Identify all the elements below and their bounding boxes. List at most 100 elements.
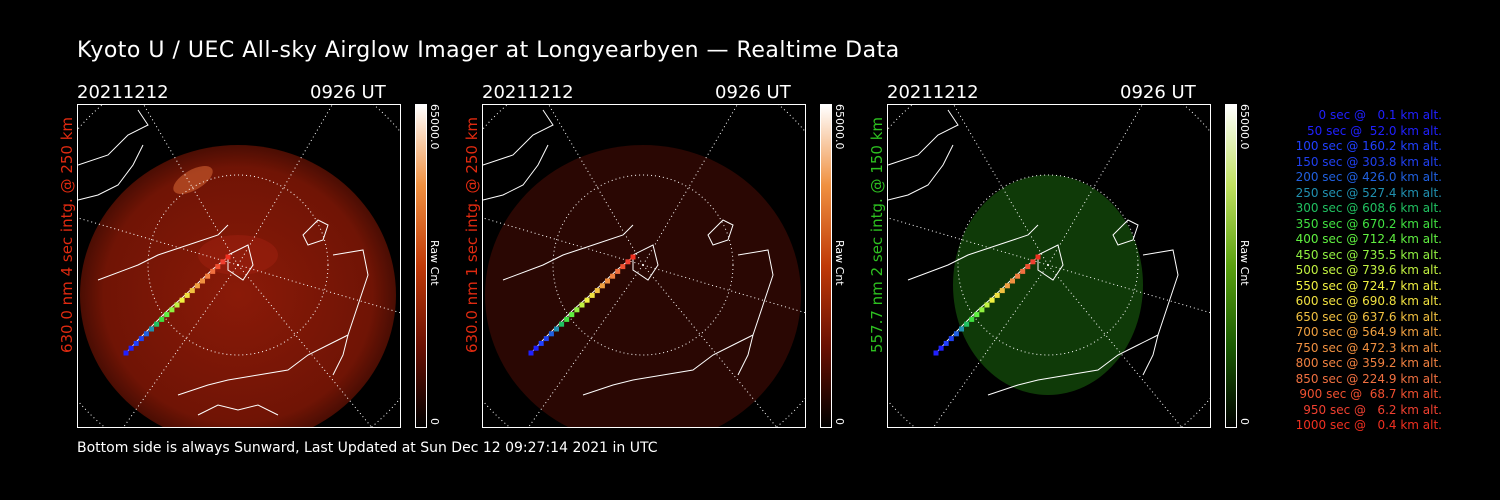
trajectory-point	[630, 254, 636, 260]
legend-entry: 550 sec @ 724.7 km alt.	[1295, 278, 1442, 293]
colorbar-min: 0	[1238, 418, 1251, 425]
panel-side-label: 557.7 nm 2 sec intg. @ 150 km	[868, 116, 886, 354]
trajectory-point	[984, 302, 990, 308]
trajectory-point	[159, 316, 165, 322]
trajectory-point	[979, 307, 985, 313]
colorbar-min: 0	[833, 418, 846, 425]
trajectory-point	[1030, 259, 1036, 265]
trajectory-point	[969, 316, 975, 322]
trajectory-point	[154, 321, 160, 327]
grid-lines	[483, 105, 805, 427]
legend-entry: 450 sec @ 735.5 km alt.	[1295, 247, 1442, 262]
allsky-map-svg	[888, 105, 1210, 427]
trajectory-point	[959, 326, 964, 332]
trajectory-point	[528, 350, 534, 356]
coastlines	[888, 109, 1179, 396]
trajectory-point	[548, 331, 554, 337]
trajectory-point	[200, 278, 205, 284]
trajectory-point	[143, 331, 149, 337]
trajectory-point	[974, 312, 980, 318]
colorbar	[820, 104, 832, 428]
trajectory-point	[220, 259, 226, 265]
legend-entry: 100 sec @ 160.2 km alt.	[1295, 139, 1442, 153]
trajectory-point	[533, 345, 539, 351]
trajectory-point	[564, 316, 570, 322]
legend-entry: 700 sec @ 564.9 km alt.	[1295, 325, 1442, 339]
legend-entry: 1000 sec @ 0.4 km alt.	[1295, 418, 1442, 432]
colorbar-max: 65000.0	[428, 104, 441, 150]
legend-entry: 650 sec @ 637.6 km alt.	[1295, 309, 1442, 324]
legend-entry: 300 sec @ 608.6 km alt.	[1295, 201, 1442, 215]
panel-side-label: 630.0 nm 4 sec intg. @ 250 km	[58, 116, 76, 354]
coastlines	[78, 109, 369, 416]
colorbar-max: 65000.0	[1238, 104, 1251, 150]
trajectory-point	[589, 292, 595, 298]
trajectory-point	[1035, 254, 1041, 260]
allsky-image	[482, 104, 806, 428]
trajectory-point	[133, 340, 139, 346]
trajectory-point	[964, 321, 970, 327]
trajectory-point	[210, 268, 216, 274]
legend-entry: 600 sec @ 690.8 km alt.	[1295, 294, 1442, 308]
trajectory-point	[574, 307, 580, 313]
trajectory-point	[610, 273, 616, 279]
panel-time: 0926 UT	[715, 82, 791, 103]
trajectory-point	[994, 292, 1000, 298]
trajectory-point	[569, 312, 575, 318]
legend-entry: 750 sec @ 472.3 km alt.	[1295, 340, 1442, 355]
panel-date: 20211212	[77, 82, 169, 103]
legend-entry: 150 sec @ 303.8 km alt.	[1295, 154, 1442, 169]
allsky-image	[887, 104, 1211, 428]
trajectory-point	[599, 283, 605, 289]
airglow-disk	[80, 145, 396, 427]
colorbar-unit: Raw Cnt	[428, 240, 441, 286]
trajectory-point	[138, 336, 144, 342]
trajectory-point	[194, 283, 200, 289]
colorbar-unit: Raw Cnt	[833, 240, 846, 286]
trajectory-point	[620, 264, 626, 270]
trajectory-point	[584, 297, 590, 303]
trajectory-point	[999, 288, 1005, 294]
legend-entry: 50 sec @ 52.0 km alt.	[1307, 123, 1442, 138]
trajectory-point	[989, 297, 995, 303]
trajectory-point	[605, 278, 610, 284]
panel-time: 0926 UT	[310, 82, 386, 103]
legend-entry: 400 sec @ 712.4 km alt.	[1295, 232, 1442, 246]
trajectory-point	[1004, 283, 1010, 289]
legend-entry: 0 sec @ 0.1 km alt.	[1318, 108, 1443, 122]
allsky-image	[77, 104, 401, 428]
colorbar-max: 65000.0	[833, 104, 846, 150]
trajectory-point	[1025, 264, 1031, 270]
coastlines	[483, 109, 774, 396]
trajectory-point	[215, 264, 221, 270]
trajectory-point	[594, 288, 600, 294]
airglow-disk	[953, 175, 1143, 395]
grid-lines	[888, 105, 1210, 427]
trajectory-point	[943, 340, 949, 346]
trajectory-point	[559, 321, 565, 327]
trajectory-point	[189, 288, 195, 294]
trajectory-point	[948, 336, 954, 342]
trajectory-point	[174, 302, 180, 308]
trajectory-point	[184, 292, 190, 298]
trajectory-point	[123, 350, 129, 356]
trajectory-point	[128, 345, 134, 351]
panel-date: 20211212	[482, 82, 574, 103]
colorbar	[1225, 104, 1237, 428]
colorbar-unit: Raw Cnt	[1238, 240, 1251, 286]
legend-entry: 800 sec @ 359.2 km alt.	[1295, 356, 1442, 370]
trajectory-point	[1010, 278, 1015, 284]
trajectory-point	[615, 268, 621, 274]
trajectory-point	[938, 345, 944, 351]
panel-side-label: 630.0 nm 1 sec intg. @ 250 km	[463, 116, 481, 354]
trajectory-point	[538, 340, 544, 346]
footer-note: Bottom side is always Sunward, Last Upda…	[77, 440, 658, 456]
airglow-disk	[485, 145, 801, 427]
legend-entry: 950 sec @ 6.2 km alt.	[1303, 402, 1442, 417]
trajectory-point	[579, 302, 585, 308]
trajectory-legend: 0 sec @ 0.1 km alt. 50 sec @ 52.0 km alt.…	[1262, 108, 1442, 434]
page-title: Kyoto U / UEC All-sky Airglow Imager at …	[77, 38, 900, 63]
grid-lines	[78, 105, 400, 427]
trajectory-point	[1015, 273, 1021, 279]
colorbar	[415, 104, 427, 428]
